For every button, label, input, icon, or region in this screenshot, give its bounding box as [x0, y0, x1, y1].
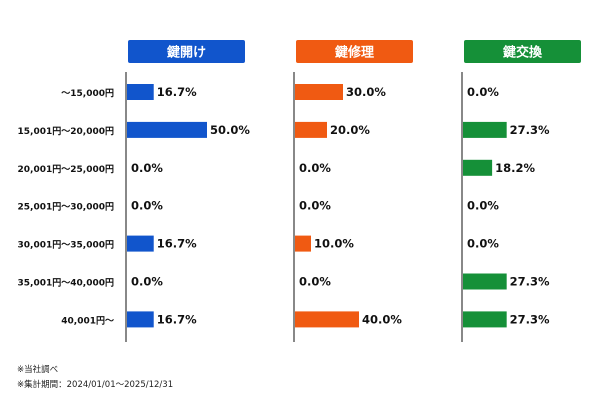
- series-header-label: 鍵交換: [503, 45, 543, 61]
- data-label: 30.0%: [346, 85, 386, 99]
- data-label: 27.3%: [510, 275, 550, 289]
- series-header-label: 鍵開け: [167, 45, 206, 61]
- data-label: 0.0%: [467, 237, 499, 251]
- bar: [295, 311, 359, 328]
- chart: ～15,000円 15,001円～20,000円 20,001円～25,000円 25…: [18, 40, 581, 342]
- note-source: ※当社調べ: [17, 365, 59, 375]
- bar: [295, 121, 327, 138]
- data-label: 0.0%: [299, 275, 331, 289]
- notes: ※当社調べ ※集計期間：2024/01/01～2025/12/31: [17, 363, 173, 393]
- series-header-box: [296, 40, 413, 63]
- category-label: 35,001円～40,000円: [18, 278, 114, 289]
- bar: [127, 121, 207, 138]
- data-label: 18.2%: [495, 161, 535, 175]
- note-period: ※集計期間：2024/01/01～2025/12/31: [17, 380, 174, 390]
- category-label: 40,001円～: [61, 315, 114, 326]
- data-label: 0.0%: [299, 199, 331, 213]
- data-label: 16.7%: [157, 237, 197, 251]
- category-label: 30,001円～35,000円: [18, 240, 114, 251]
- data-label: 0.0%: [467, 199, 499, 213]
- data-label: 40.0%: [362, 312, 402, 326]
- bar: [127, 311, 154, 328]
- bar: [463, 159, 493, 176]
- category-label: 25,001円～30,000円: [18, 202, 114, 213]
- data-label: 27.3%: [510, 312, 550, 326]
- data-label: 0.0%: [131, 161, 163, 175]
- data-label: 16.7%: [157, 312, 197, 326]
- data-label: 0.0%: [131, 199, 163, 213]
- bar: [463, 273, 507, 290]
- series-header-box: [128, 40, 245, 63]
- bar: [463, 311, 507, 328]
- category-label: ～15,000円: [61, 88, 114, 99]
- series-header-box: [464, 40, 581, 63]
- bar: [295, 235, 311, 252]
- bar: [127, 84, 154, 100]
- data-label: 20.0%: [330, 123, 370, 137]
- data-label: 50.0%: [210, 123, 250, 137]
- data-label: 10.0%: [314, 237, 354, 251]
- category-label: 15,001円～20,000円: [18, 126, 114, 137]
- category-label: 20,001円～25,000円: [18, 164, 114, 175]
- data-label: 27.3%: [510, 123, 550, 137]
- data-label: 0.0%: [467, 85, 499, 99]
- data-label: 16.7%: [157, 85, 197, 99]
- series-header-label: 鍵修理: [335, 45, 374, 61]
- bar: [295, 84, 343, 100]
- data-label: 0.0%: [299, 161, 331, 175]
- bar: [127, 235, 154, 252]
- bar: [463, 121, 507, 138]
- data-label: 0.0%: [131, 275, 163, 289]
